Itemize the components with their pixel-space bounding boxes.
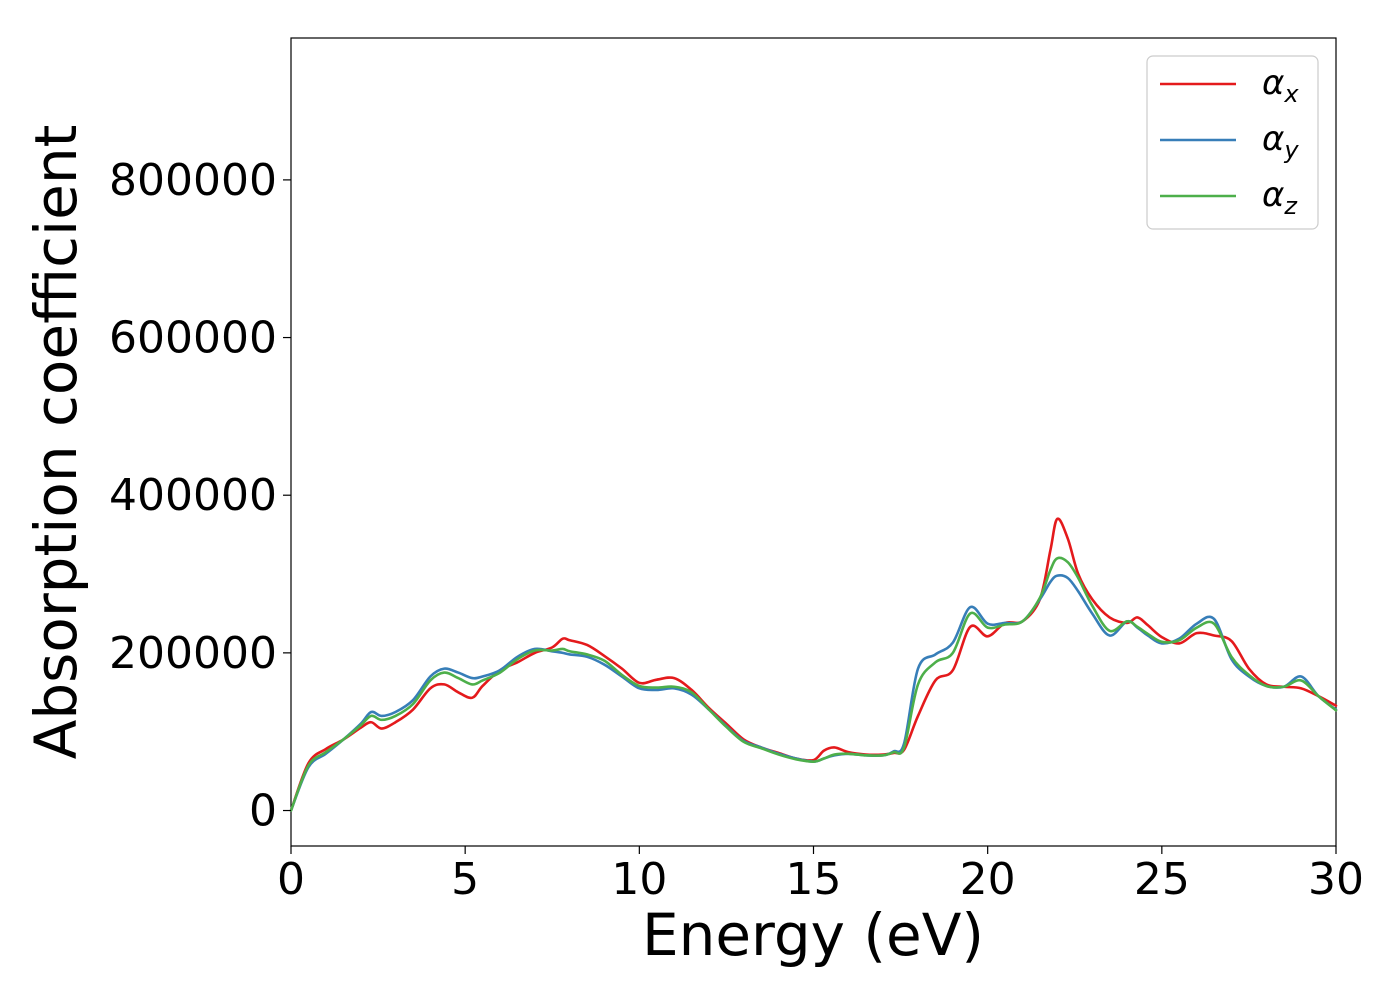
y-tick-label: 400000 xyxy=(109,470,277,521)
y-axis-ticks: 0 200000 400000 600000 800000 xyxy=(109,155,291,837)
x-tick-label: 15 xyxy=(786,854,842,905)
x-tick-label: 5 xyxy=(451,854,479,905)
legend-items: αx αy αz xyxy=(1160,63,1299,220)
y-tick-label: 600000 xyxy=(109,313,277,364)
legend: αx αy αz xyxy=(1146,55,1319,230)
x-tick-label: 20 xyxy=(960,854,1016,905)
legend-label-x: αx xyxy=(1262,63,1299,108)
y-tick-label: 800000 xyxy=(109,155,277,206)
x-tick-label: 25 xyxy=(1134,854,1190,905)
x-axis-ticks: 0 5 10 15 20 25 30 xyxy=(277,846,1364,905)
series-line-y xyxy=(289,574,1338,812)
y-tick-label: 200000 xyxy=(109,628,277,679)
legend-box xyxy=(1146,55,1319,230)
y-tick-label: 0 xyxy=(249,786,277,837)
x-tick-label: 10 xyxy=(611,854,667,905)
x-axis-label: Energy (eV) xyxy=(642,901,984,969)
y-axis-label: Absorption coefficient xyxy=(22,125,90,760)
series-layer xyxy=(289,517,1338,812)
legend-label-z: αz xyxy=(1262,175,1298,220)
series-line-z xyxy=(289,556,1338,812)
x-tick-label: 30 xyxy=(1308,854,1364,905)
x-tick-label: 0 xyxy=(277,854,305,905)
series-line-x xyxy=(289,517,1338,812)
legend-label-y: αy xyxy=(1262,119,1299,164)
